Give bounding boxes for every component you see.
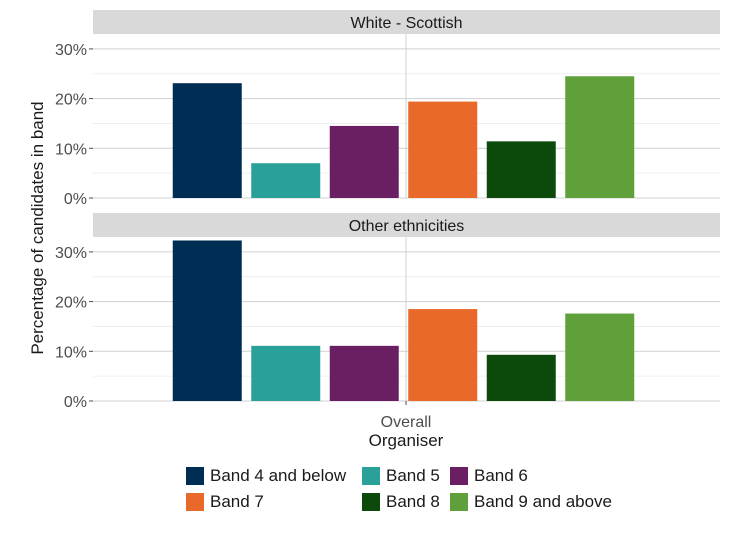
- y-tick-label: 0%: [64, 191, 87, 208]
- y-tick-label: 20%: [55, 92, 87, 109]
- bar-band-9-and-above: [565, 76, 635, 198]
- bar-band-8: [486, 141, 556, 198]
- chart-canvas: Percentage of candidates in band Organis…: [28, 10, 720, 450]
- y-tick-label: 0%: [64, 394, 87, 411]
- bar-band-8: [486, 354, 556, 401]
- bar-band-6: [329, 345, 399, 401]
- facet-title: White - Scottish: [350, 15, 462, 32]
- bar-band-7: [408, 309, 478, 401]
- legend-swatch: [186, 467, 204, 485]
- legend-label: Band 6: [474, 466, 528, 485]
- y-tick-label: 10%: [55, 141, 87, 158]
- legend-label: Band 4 and below: [210, 466, 347, 485]
- legend-swatch: [186, 493, 204, 511]
- legend-swatch: [450, 467, 468, 485]
- x-tick-label: Overall: [381, 414, 432, 431]
- legend-swatch: [450, 493, 468, 511]
- legend-item-band-9-and-above: Band 9 and above: [450, 492, 650, 512]
- legend-label: Band 7: [210, 492, 264, 511]
- legend-label: Band 9 and above: [474, 492, 613, 511]
- facet-strip: [93, 213, 720, 237]
- y-tick-label: 30%: [55, 245, 87, 262]
- y-tick-label: 30%: [55, 42, 87, 59]
- bar-band-7: [408, 101, 478, 198]
- bar-band-5: [251, 345, 321, 401]
- bar-band-4-and-below: [172, 83, 242, 198]
- bar-band-6: [329, 125, 399, 198]
- legend-item-band-5: Band 5: [362, 466, 450, 486]
- legend-swatch: [362, 493, 380, 511]
- bar-band-4-and-below: [172, 240, 242, 401]
- x-axis-title: Organiser: [369, 431, 444, 450]
- y-axis-title: Percentage of candidates in band: [28, 101, 47, 354]
- facet-title: Other ethnicities: [349, 218, 465, 235]
- legend-item-band-8: Band 8: [362, 492, 450, 512]
- legend-item-band-6: Band 6: [450, 466, 650, 486]
- y-tick-label: 20%: [55, 295, 87, 312]
- legend-label: Band 8: [386, 492, 440, 511]
- legend-item-band-4-and-below: Band 4 and below: [186, 466, 362, 486]
- legend: Band 4 and below Band 5 Band 6 Band 7 Ba…: [186, 466, 656, 512]
- legend-label: Band 5: [386, 466, 440, 485]
- bar-band-5: [251, 163, 321, 198]
- legend-item-band-7: Band 7: [186, 492, 362, 512]
- legend-swatch: [362, 467, 380, 485]
- y-tick-label: 10%: [55, 344, 87, 361]
- bar-band-9-and-above: [565, 313, 635, 401]
- facet-strip: [93, 10, 720, 34]
